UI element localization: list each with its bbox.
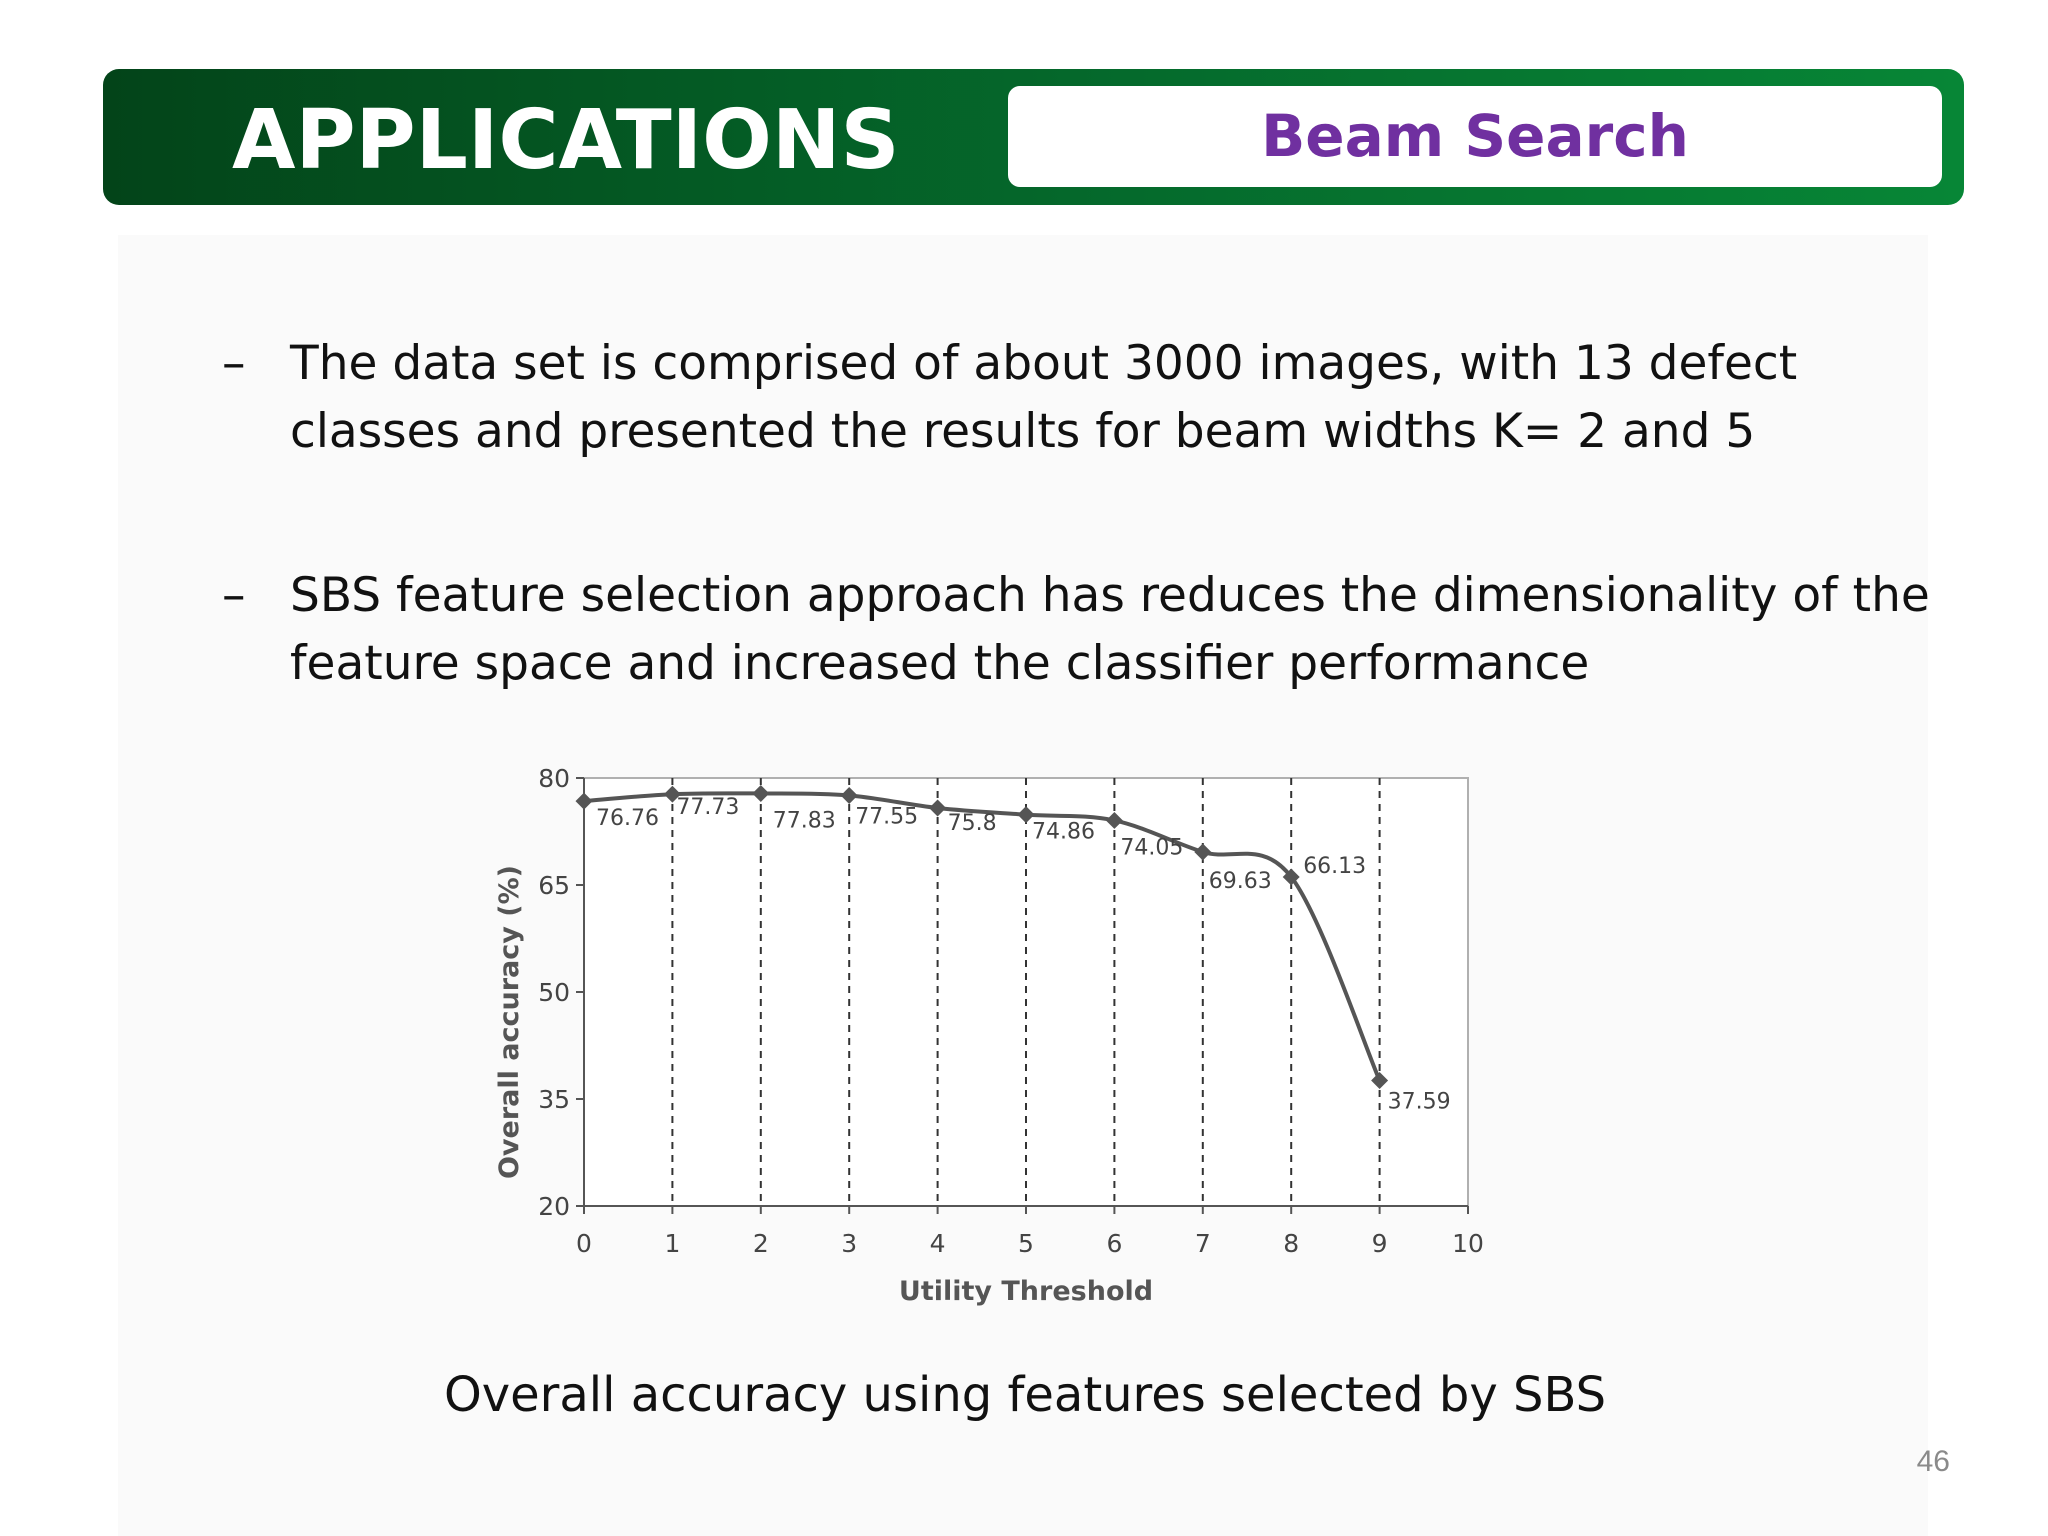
x-tick-label: 2 [753, 1229, 769, 1258]
x-tick-label: 9 [1372, 1229, 1388, 1258]
x-tick-label: 7 [1195, 1229, 1211, 1258]
x-tick-label: 1 [664, 1229, 680, 1258]
data-point-marker [575, 792, 593, 810]
bullet-item: – SBS feature selection approach has red… [222, 562, 1942, 698]
slide-title: APPLICATIONS [232, 93, 900, 188]
data-point-marker [1282, 868, 1300, 886]
slide-subtitle: Beam Search [1261, 102, 1689, 170]
data-label: 76.76 [596, 806, 659, 831]
bullet-text: SBS feature selection approach has reduc… [290, 568, 1930, 691]
data-point-marker [840, 786, 858, 804]
data-label: 74.86 [1032, 820, 1095, 845]
x-tick-label: 4 [930, 1229, 946, 1258]
chart-svg: 20 35 50 65 80 0 1 2 3 4 5 6 7 8 9 10 76.76 77.73 77.83 77.… [494, 764, 1484, 1307]
data-label: 77.73 [676, 795, 739, 820]
x-tick-label: 8 [1283, 1229, 1299, 1258]
data-label: 77.55 [855, 804, 918, 829]
y-tick-label: 80 [538, 764, 570, 793]
y-tick-label: 35 [538, 1085, 570, 1114]
data-label: 69.63 [1209, 869, 1272, 894]
bullet-text: The data set is comprised of about 3000 … [290, 336, 1798, 459]
dash-marker: – [222, 568, 246, 623]
x-tick-label: 5 [1018, 1229, 1034, 1258]
data-point-marker [752, 784, 770, 802]
data-point-marker [1194, 843, 1212, 861]
data-label: 77.83 [773, 808, 836, 833]
y-tick-label: 20 [538, 1192, 570, 1221]
data-label: 66.13 [1303, 854, 1366, 879]
y-tick-label: 50 [538, 978, 570, 1007]
x-tick-label: 6 [1106, 1229, 1122, 1258]
page-number: 46 [1916, 1445, 1950, 1478]
data-label: 37.59 [1388, 1090, 1451, 1115]
x-tick-label: 0 [576, 1229, 592, 1258]
y-tick-label: 65 [538, 871, 570, 900]
data-label: 75.8 [948, 811, 997, 836]
data-label: 74.05 [1120, 835, 1183, 860]
subtitle-panel [1008, 86, 1942, 187]
x-axis-title: Utility Threshold [899, 1276, 1153, 1307]
x-tick-label: 10 [1452, 1229, 1484, 1258]
bullet-item: – The data set is comprised of about 300… [222, 330, 1942, 466]
accuracy-chart: 20 35 50 65 80 0 1 2 3 4 5 6 7 8 9 10 76.76 77.73 77.83 77.… [470, 750, 1520, 1320]
x-tick-label: 3 [841, 1229, 857, 1258]
series-line [583, 791, 1382, 1082]
dash-marker: – [222, 336, 246, 391]
bullet-list: – The data set is comprised of about 300… [222, 330, 1942, 698]
chart-caption: Overall accuracy using features selected… [443, 1367, 1607, 1423]
y-axis-title: Overall accuracy (%) [494, 865, 525, 1179]
